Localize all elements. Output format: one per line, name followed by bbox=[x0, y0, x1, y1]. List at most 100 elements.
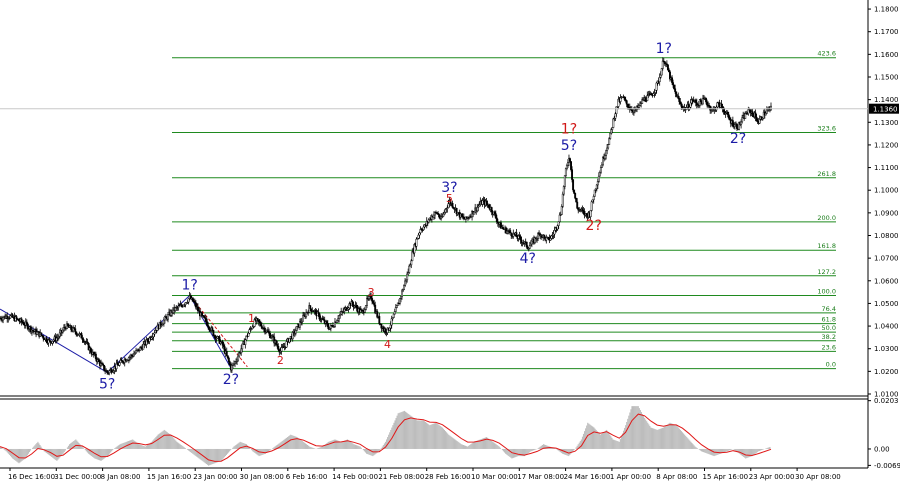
x-tick-label: 24 Mar 16:00 bbox=[564, 473, 611, 481]
price-candle-body bbox=[392, 313, 395, 318]
wave-label: 1 bbox=[248, 312, 255, 325]
price-candle-body bbox=[67, 323, 69, 327]
price-candle-body bbox=[571, 169, 574, 180]
price-candle-body bbox=[646, 95, 649, 101]
price-candle-body bbox=[619, 97, 622, 102]
price-candle-body bbox=[25, 321, 28, 325]
y-tick-label: 1.0100 bbox=[874, 391, 899, 399]
price-candle-body bbox=[561, 193, 564, 207]
price-candle-body bbox=[257, 319, 260, 323]
price-candle-body bbox=[740, 121, 743, 125]
price-candle-body bbox=[430, 215, 433, 220]
price-candle-body bbox=[609, 132, 612, 139]
price-candle-body bbox=[212, 329, 215, 336]
osc-y-tick-label: 0.0203 bbox=[874, 397, 899, 405]
price-candle-body bbox=[422, 226, 425, 230]
price-candle-body bbox=[677, 95, 680, 99]
fib-level-label: 200.0 bbox=[817, 214, 836, 222]
price-candle-body bbox=[565, 164, 568, 170]
fib-level-label: 76.4 bbox=[822, 305, 836, 313]
price-candle-body bbox=[449, 200, 452, 205]
price-candle-body bbox=[51, 341, 54, 344]
price-candle-body bbox=[525, 241, 528, 248]
price-candle-body bbox=[519, 236, 522, 241]
x-tick-label: 31 Dec 00:00 bbox=[54, 473, 101, 481]
price-candle-body bbox=[127, 357, 130, 361]
price-candle-body bbox=[606, 147, 609, 152]
price-candle-body bbox=[632, 109, 635, 113]
price-candle-body bbox=[570, 161, 572, 170]
price-candle-body bbox=[317, 311, 320, 315]
price-candle-body bbox=[608, 138, 611, 145]
current-price-box bbox=[869, 103, 899, 114]
price-candle-body bbox=[325, 321, 328, 324]
price-candle-body bbox=[689, 102, 692, 108]
price-candle-body bbox=[260, 325, 263, 329]
price-candle-body bbox=[604, 155, 606, 159]
fib-level-label: 38.2 bbox=[822, 333, 836, 341]
price-candle-body bbox=[543, 234, 546, 238]
price-candle-body bbox=[89, 347, 92, 353]
price-candle-body bbox=[163, 316, 166, 321]
price-candle-body bbox=[641, 99, 644, 104]
price-candle-body bbox=[593, 189, 596, 197]
price-candle-body bbox=[9, 315, 12, 319]
price-candle-body bbox=[309, 305, 312, 309]
price-candle-body bbox=[205, 318, 208, 322]
price-candle-body bbox=[625, 100, 628, 105]
price-candle-body bbox=[702, 97, 704, 105]
price-candle-body bbox=[118, 362, 121, 366]
price-candle-body bbox=[410, 260, 413, 266]
price-candle-body bbox=[438, 214, 441, 218]
x-tick-label: 15 Apr 16:00 bbox=[703, 473, 749, 481]
wave-label: 1? bbox=[561, 121, 577, 137]
price-candle-body bbox=[595, 184, 598, 190]
wave-label: 1? bbox=[656, 41, 672, 57]
price-candle-body bbox=[305, 312, 308, 317]
price-candle-body bbox=[726, 111, 729, 115]
price-candle-body bbox=[244, 339, 247, 345]
price-candle-body bbox=[398, 298, 401, 304]
price-candle-body bbox=[20, 318, 23, 323]
price-candle-body bbox=[573, 189, 576, 194]
price-candle-body bbox=[248, 329, 251, 334]
fib-level-label: 61.8 bbox=[822, 316, 836, 324]
price-candle-body bbox=[372, 300, 375, 304]
x-tick-label: 23 Jan 00:00 bbox=[193, 473, 237, 481]
price-candle-body bbox=[226, 355, 229, 359]
price-candle-body bbox=[318, 313, 321, 320]
price-candle-body bbox=[277, 346, 280, 350]
x-tick-label: 8 Jan 08:00 bbox=[101, 473, 141, 481]
price-candle-body bbox=[288, 338, 291, 343]
price-candle-body bbox=[379, 323, 382, 325]
fibonacci-levels: 423.6323.6261.8200.0161.8127.2100.076.46… bbox=[172, 50, 836, 370]
price-candle-body bbox=[597, 175, 600, 182]
price-candle-body bbox=[378, 316, 381, 324]
price-candle-body bbox=[481, 200, 484, 205]
price-candle-body bbox=[237, 355, 240, 361]
fib-level-label: 100.0 bbox=[817, 288, 836, 296]
price-candle-body bbox=[184, 302, 187, 305]
price-candle-body bbox=[655, 82, 658, 91]
wave-label: 4? bbox=[520, 251, 536, 267]
price-candle-body bbox=[558, 214, 561, 223]
price-candle-body bbox=[194, 302, 197, 308]
price-candle-body bbox=[755, 116, 758, 122]
price-candle-body bbox=[58, 332, 61, 337]
price-candle-body bbox=[285, 341, 288, 348]
price-candle-body bbox=[230, 365, 233, 371]
price-candle-body bbox=[598, 171, 601, 177]
price-candle-body bbox=[612, 118, 615, 128]
price-candle-body bbox=[338, 315, 341, 320]
price-candle-body bbox=[365, 298, 368, 306]
x-tick-label: 15 Jan 16:00 bbox=[147, 473, 191, 481]
price-candles bbox=[0, 57, 772, 376]
price-candle-body bbox=[672, 82, 675, 86]
price-candle-body bbox=[363, 309, 366, 313]
price-candle-body bbox=[82, 339, 85, 343]
fib-level-label: 127.2 bbox=[817, 268, 836, 276]
price-candle-body bbox=[206, 321, 209, 326]
price-candle-body bbox=[549, 238, 552, 241]
